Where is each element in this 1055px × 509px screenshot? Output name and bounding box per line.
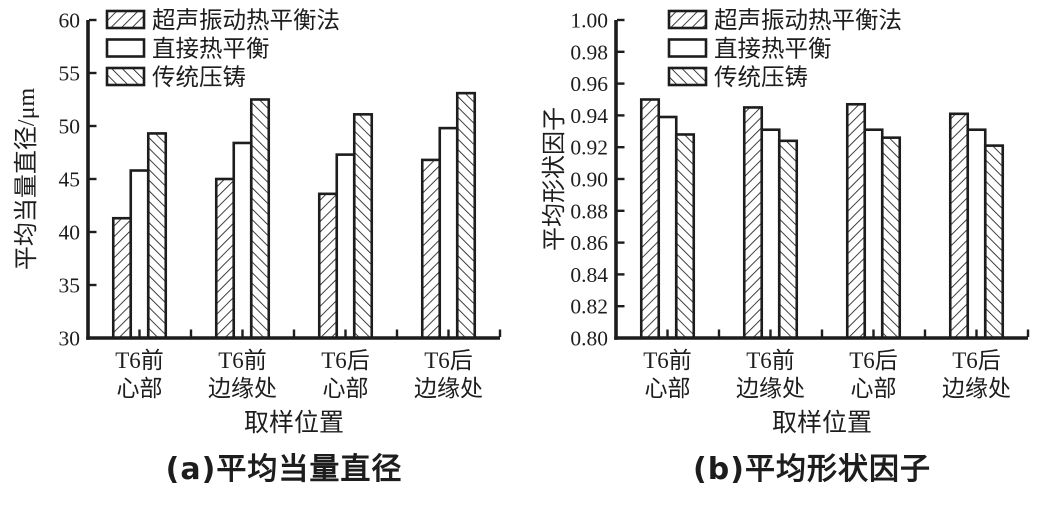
bar-group3-series3 bbox=[880, 136, 902, 340]
bar-groups bbox=[111, 91, 477, 340]
y-tick-label: 0.86 bbox=[570, 231, 608, 255]
x-category-label: T6前 bbox=[115, 348, 164, 373]
x-category-label: 心部 bbox=[645, 376, 691, 401]
x-category-label: 边缘处 bbox=[414, 376, 483, 401]
legend-label: 传统压铸 bbox=[714, 64, 808, 91]
legend-swatch-2 bbox=[667, 38, 708, 58]
y-tick-label: 0.98 bbox=[570, 40, 608, 64]
bar-group4-series1 bbox=[420, 158, 442, 340]
bar-group3-series1 bbox=[845, 102, 867, 340]
x-category-label: T6前 bbox=[218, 348, 267, 373]
y-tick-label: 0.96 bbox=[570, 72, 608, 96]
bar-group2-series3 bbox=[249, 98, 271, 340]
x-category-label: T6后 bbox=[952, 348, 1001, 373]
y-tick-label: 0.94 bbox=[570, 104, 608, 128]
y-tick-label: 1.00 bbox=[570, 9, 608, 33]
legend-label: 超声振动热平衡法 bbox=[714, 7, 902, 34]
y-tick-label: 45 bbox=[59, 168, 81, 192]
x-category-label: T6后 bbox=[321, 348, 370, 373]
legend-swatch-1 bbox=[105, 9, 146, 30]
y-tick-label: 35 bbox=[59, 274, 81, 298]
legend-label: 直接热平衡 bbox=[152, 36, 270, 63]
y-tick-label: 0.84 bbox=[570, 263, 608, 287]
x-axis-title: 取样位置 bbox=[772, 409, 872, 437]
chart-panel-a: 30 35 40 45 50 55 60 T6前心部 T6前边缘处 T6后心部 T6后边缘处取样位置… bbox=[0, 0, 527, 509]
y-tick-label: 0.92 bbox=[570, 136, 608, 160]
bar-group1-series3 bbox=[146, 132, 168, 340]
legend-swatch-1 bbox=[667, 9, 708, 30]
bar-group4-series1 bbox=[948, 112, 970, 340]
x-category-label: 心部 bbox=[323, 376, 369, 401]
bar-groups bbox=[639, 98, 1005, 340]
x-category-label: 边缘处 bbox=[942, 376, 1011, 401]
x-category-label: 边缘处 bbox=[736, 376, 805, 401]
bar-group1-series1 bbox=[639, 98, 661, 340]
bar-group3-series2 bbox=[335, 153, 356, 340]
x-category-label: 边缘处 bbox=[208, 376, 277, 401]
legend-label: 传统压铸 bbox=[152, 64, 246, 91]
y-tick-label: 0.90 bbox=[570, 168, 608, 192]
y-axis-title: 平均当量直径/μm bbox=[13, 88, 40, 271]
bar-group4-series2 bbox=[966, 128, 987, 340]
bar-group3-series1 bbox=[317, 192, 339, 340]
y-tick-label: 50 bbox=[59, 115, 81, 139]
bar-group4-series3 bbox=[455, 91, 477, 340]
y-tick-label: 0.80 bbox=[570, 327, 608, 351]
y-tick-label: 30 bbox=[59, 327, 81, 351]
x-category-label: T6后 bbox=[849, 348, 898, 373]
bar-group2-series1 bbox=[742, 106, 764, 340]
bar-group1-series2 bbox=[657, 115, 678, 340]
bar-chart-average-shape-factor: 0.80 0.82 0.84 0.86 0.88 0.90 0.92 0.94 0.96 0.98… bbox=[541, 7, 1030, 437]
bar-group2-series3 bbox=[777, 139, 799, 340]
y-tick-label: 0.82 bbox=[570, 295, 608, 319]
legend-swatch-3 bbox=[667, 66, 708, 87]
x-category-label: 心部 bbox=[851, 376, 897, 401]
y-tick-label: 40 bbox=[59, 221, 81, 245]
bar-group3-series2 bbox=[863, 128, 884, 340]
bar-group4-series3 bbox=[983, 144, 1005, 340]
legend-swatch-3 bbox=[105, 66, 146, 87]
bar-group1-series1 bbox=[111, 216, 133, 340]
x-axis-ticks bbox=[666, 329, 1030, 337]
bar-group2-series1 bbox=[214, 177, 236, 340]
x-category-label: T6前 bbox=[643, 348, 692, 373]
axes bbox=[614, 20, 1028, 340]
axes bbox=[86, 20, 500, 340]
y-tick-label: 60 bbox=[59, 9, 81, 33]
legend-swatch-2 bbox=[105, 38, 146, 58]
chart-panel-b: 0.80 0.82 0.84 0.86 0.88 0.90 0.92 0.94 0.96 0.98… bbox=[528, 0, 1055, 509]
caption-b: (b)平均形状因子 bbox=[693, 452, 931, 487]
x-axis-ticks bbox=[138, 329, 502, 337]
bar-group4-series2 bbox=[438, 126, 459, 340]
bar-group1-series2 bbox=[129, 169, 150, 340]
legend-label: 直接热平衡 bbox=[714, 36, 832, 63]
bar-group2-series2 bbox=[232, 141, 253, 340]
legend-label: 超声振动热平衡法 bbox=[152, 7, 340, 34]
y-axis-title: 平均形状因子 bbox=[541, 107, 568, 251]
x-category-label: T6后 bbox=[424, 348, 473, 373]
caption-a: (a)平均当量直径 bbox=[165, 452, 403, 487]
x-category-label: T6前 bbox=[746, 348, 795, 373]
x-category-label: 心部 bbox=[117, 376, 163, 401]
bar-group1-series3 bbox=[674, 133, 696, 340]
y-tick-label: 55 bbox=[59, 62, 81, 86]
bar-group3-series3 bbox=[352, 113, 374, 340]
x-axis-title: 取样位置 bbox=[244, 409, 344, 437]
bar-group2-series2 bbox=[760, 128, 781, 340]
y-axis-ticks: 30 35 40 45 50 55 60 bbox=[59, 9, 97, 351]
y-axis-ticks: 0.80 0.82 0.84 0.86 0.88 0.90 0.92 0.94 0.96 0.98… bbox=[570, 9, 625, 351]
y-tick-label: 0.88 bbox=[570, 199, 608, 223]
